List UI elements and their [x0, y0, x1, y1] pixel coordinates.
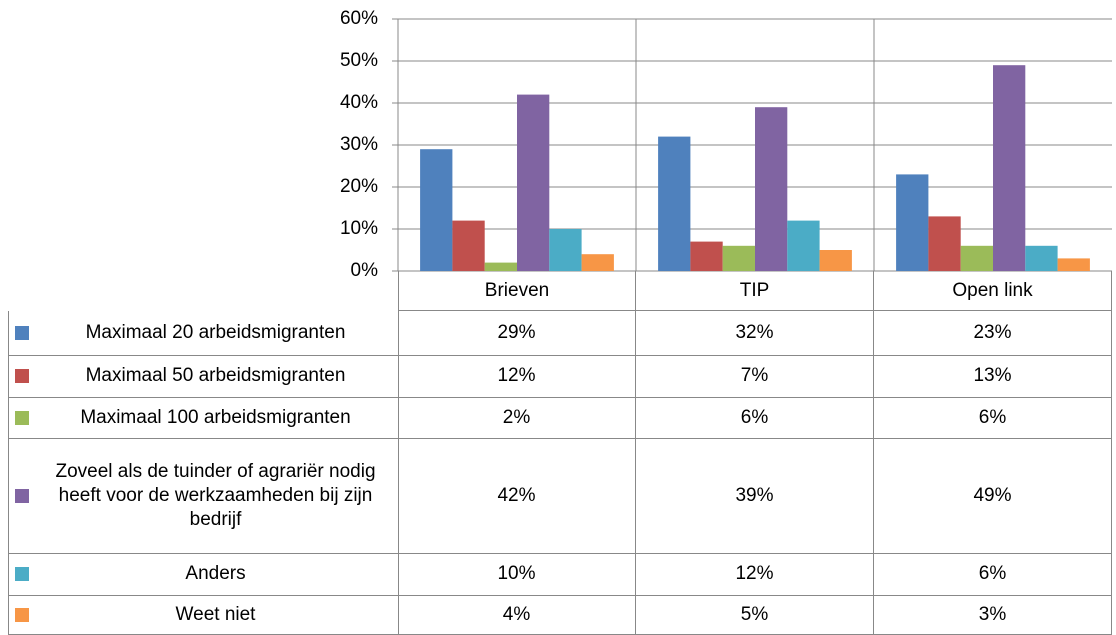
data-label: 2% — [398, 397, 636, 439]
bar — [755, 107, 788, 271]
data-label: 29% — [398, 311, 636, 356]
category-label: Brieven — [398, 271, 636, 311]
category-label: Open link — [874, 271, 1112, 311]
bar — [896, 174, 929, 271]
legend-entry: Zoveel als de tuinder of agrariër nodig … — [8, 438, 399, 554]
data-label: 42% — [398, 438, 636, 554]
data-label: 12% — [398, 355, 636, 398]
bar — [484, 262, 517, 271]
bar — [658, 136, 691, 271]
legend-key — [15, 488, 29, 503]
legend-key — [15, 567, 29, 581]
data-label: 32% — [636, 311, 874, 356]
bar — [722, 245, 755, 271]
bar — [581, 254, 614, 271]
legend-label: Weet niet — [175, 603, 256, 625]
data-label: 6% — [874, 553, 1112, 596]
legend-label: Maximaal 20 arbeidsmigranten — [85, 322, 346, 343]
y-tick-label: 50% — [340, 50, 378, 71]
data-label: 39% — [636, 438, 874, 554]
legend-label: Zoveel als de tuinder of agrariër nodig … — [55, 460, 376, 530]
y-tick-label: 0% — [351, 260, 379, 281]
y-tick-label: 40% — [340, 92, 378, 113]
data-label: 10% — [398, 553, 636, 596]
bar — [787, 220, 820, 271]
bar — [993, 65, 1026, 271]
data-label: 5% — [636, 595, 874, 635]
legend-entry: Weet niet — [8, 595, 399, 635]
category-label: TIP — [636, 271, 874, 311]
bar — [960, 245, 993, 271]
data-label: 3% — [874, 595, 1112, 635]
data-label: 49% — [874, 438, 1112, 554]
y-tick-label: 20% — [340, 176, 378, 197]
legend-key — [15, 607, 29, 622]
bar — [690, 241, 723, 271]
legend-entry: Maximaal 20 arbeidsmigranten — [8, 311, 399, 356]
data-label: 7% — [636, 355, 874, 398]
legend-label: Maximaal 100 arbeidsmigranten — [80, 406, 351, 428]
bar — [1025, 245, 1058, 271]
y-tick-label: 30% — [340, 134, 378, 155]
bar — [1057, 258, 1090, 271]
bar — [517, 94, 550, 271]
legend-key — [15, 326, 29, 340]
legend-entry: Maximaal 100 arbeidsmigranten — [8, 397, 399, 439]
data-label: 13% — [874, 355, 1112, 398]
data-label: 12% — [636, 553, 874, 596]
bar — [549, 229, 582, 271]
bar — [928, 216, 961, 271]
legend-entry: Anders — [8, 553, 399, 596]
bar — [452, 220, 485, 271]
legend-label: Anders — [185, 563, 246, 584]
data-label: 4% — [398, 595, 636, 635]
legend-key — [15, 369, 29, 383]
y-tick-label: 60% — [340, 8, 378, 29]
data-label: 6% — [636, 397, 874, 439]
legend-key — [15, 410, 29, 425]
bar — [420, 149, 453, 271]
bar — [819, 250, 852, 271]
data-label: 6% — [874, 397, 1112, 439]
data-label: 23% — [874, 311, 1112, 356]
legend-entry: Maximaal 50 arbeidsmigranten — [8, 355, 399, 398]
y-tick-label: 10% — [340, 218, 378, 239]
legend-label: Maximaal 50 arbeidsmigranten — [85, 365, 346, 386]
